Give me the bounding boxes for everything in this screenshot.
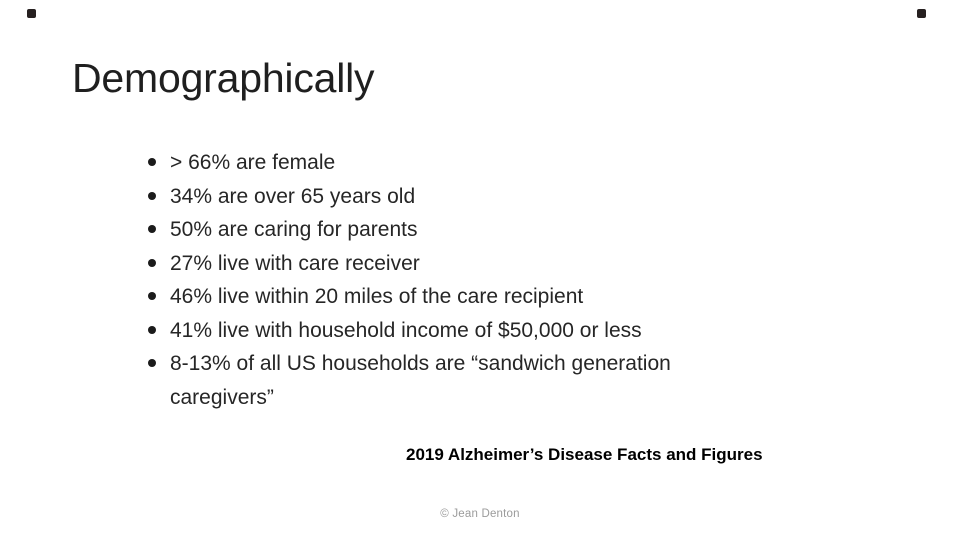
bullet-text: 27% live with care receiver [170, 251, 420, 275]
bullet-text: 50% are caring for parents [170, 218, 418, 241]
slide-title: Demographically [72, 55, 375, 101]
bullet-text-continuation: caregivers” [170, 385, 274, 409]
bullet-text: 34% are over 65 years old [170, 184, 416, 208]
bullet-item: 27% live with care receiver [148, 247, 708, 281]
bullet-text: 46% live within 20 miles of the care rec… [170, 285, 584, 308]
citation-text: 2019 Alzheimer’s Disease Facts and Figur… [406, 445, 763, 464]
bullet-text: 8-13% of all US households are “sandwich… [170, 352, 671, 375]
bullet-item: 50% are caring for parents [148, 213, 708, 247]
bullet-item: 8-13% of all US households are “sandwich… [148, 347, 708, 414]
bullet-item: 46% live within 20 miles of the care rec… [148, 280, 708, 314]
corner-mark-left [27, 9, 36, 18]
bullet-text: 41% live with household income of $50,00… [170, 318, 642, 342]
corner-mark-right [917, 9, 926, 18]
bullet-item: > 66% are female [148, 146, 708, 180]
footer-credit: © Jean Denton [440, 508, 520, 520]
bullet-list: > 66% are female 34% are over 65 years o… [148, 146, 708, 414]
bullet-text: > 66% are female [170, 151, 336, 174]
bullet-item: 34% are over 65 years old [148, 180, 708, 214]
bullet-item: 41% live with household income of $50,00… [148, 314, 708, 348]
